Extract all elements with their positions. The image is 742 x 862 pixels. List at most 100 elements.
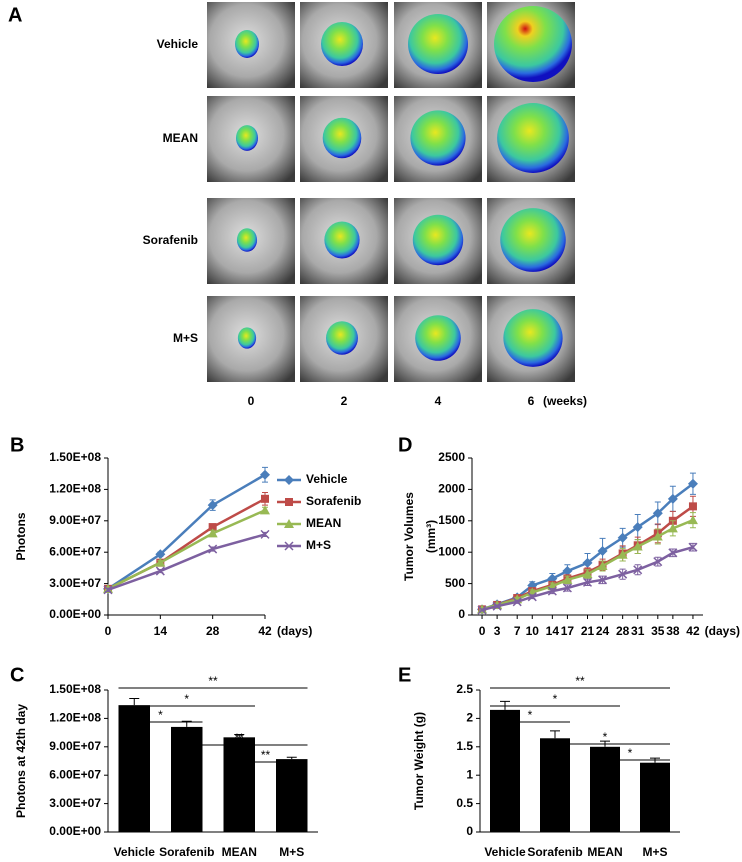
series-line xyxy=(107,497,266,590)
series-line xyxy=(107,533,266,592)
tumor-signal xyxy=(503,309,563,367)
significance-label: * xyxy=(603,730,608,744)
row-label: MEAN xyxy=(163,131,198,145)
significance-label: ** xyxy=(208,674,218,688)
column-label: 0 xyxy=(248,394,255,408)
significance-label: * xyxy=(553,692,558,706)
tumor-signal xyxy=(412,214,464,266)
x-tick-label: 14 xyxy=(154,624,168,638)
y-tick-label: 1.50E+08 xyxy=(49,450,101,464)
marker xyxy=(687,515,698,525)
marker xyxy=(284,519,294,528)
error-bar xyxy=(286,756,297,760)
x-axis-label: (days) xyxy=(277,624,312,638)
x-tick-label: 38 xyxy=(666,624,680,638)
row-label: Sorafenib xyxy=(143,233,198,247)
significance-label: * xyxy=(628,746,633,760)
significance-label: * xyxy=(184,692,189,706)
y-tick-label: 1.5 xyxy=(456,739,473,753)
x-tick-label: M+S xyxy=(279,845,304,859)
x-tick-label: 3 xyxy=(494,624,501,638)
y-tick-label: 9.00E+07 xyxy=(49,739,101,753)
marker xyxy=(477,605,487,615)
marker xyxy=(512,597,522,607)
marker xyxy=(652,508,663,519)
bar xyxy=(223,737,255,832)
marker xyxy=(103,585,113,595)
x-tick-label: 14 xyxy=(546,624,560,638)
x-tick-label: MEAN xyxy=(222,845,257,859)
marker xyxy=(562,583,572,593)
marker xyxy=(155,549,166,560)
panel-letter: E xyxy=(398,664,411,686)
tumor-signal xyxy=(235,125,259,151)
y-tick-label: 6.00E+07 xyxy=(49,544,101,558)
marker xyxy=(208,523,217,532)
x-tick-label: 21 xyxy=(581,624,595,638)
x-tick-label: 10 xyxy=(526,624,540,638)
bar xyxy=(490,709,520,832)
marker xyxy=(562,574,573,584)
y-axis-label: Tumor Volumes xyxy=(402,492,416,581)
marker xyxy=(260,529,270,539)
marker xyxy=(667,493,678,504)
bar xyxy=(590,746,620,832)
error-bar xyxy=(234,733,245,738)
y-tick-label: 1.20E+08 xyxy=(49,482,101,496)
panel-letter: C xyxy=(10,664,24,686)
significance-label: ** xyxy=(261,748,271,762)
y-tick-label: 3.00E+07 xyxy=(49,796,101,810)
error-bar xyxy=(129,698,140,706)
x-tick-label: 0 xyxy=(479,624,486,638)
tumor-signal xyxy=(321,22,363,66)
bar xyxy=(276,759,308,832)
marker xyxy=(688,542,698,552)
x-tick-label: 42 xyxy=(686,624,700,638)
y-tick-label: 1000 xyxy=(438,544,465,558)
tumor-signal xyxy=(324,221,360,259)
x-tick-label: Sorafenib xyxy=(159,845,214,859)
x-tick-label: 24 xyxy=(596,624,610,638)
marker xyxy=(261,494,269,503)
tumor-signal xyxy=(235,30,259,58)
tumor-signal xyxy=(322,117,362,159)
y-tick-label: 3.00E+07 xyxy=(49,576,101,590)
x-tick-label: 35 xyxy=(651,624,665,638)
y-tick-label: 0.00E+00 xyxy=(49,607,101,621)
marker xyxy=(155,557,166,567)
column-label: 4 xyxy=(435,394,442,408)
marker xyxy=(617,532,628,543)
x-axis-label: (days) xyxy=(705,624,740,638)
marker xyxy=(582,569,593,579)
legend-label: Sorafenib xyxy=(306,494,361,508)
row-label: M+S xyxy=(173,331,198,345)
x-tick-label: 7 xyxy=(514,624,521,638)
significance-label: ** xyxy=(575,674,585,688)
y-axis-label: Tumor Weight (g) xyxy=(412,712,426,810)
x-tick-label: Sorafenib xyxy=(527,845,582,859)
tumor-signal xyxy=(497,103,569,173)
x-tick-label: 42 xyxy=(258,624,272,638)
tumor-signal xyxy=(326,321,358,355)
y-tick-label: 0.5 xyxy=(456,796,473,810)
series-line xyxy=(107,509,266,590)
x-tick-label: 0 xyxy=(105,624,112,638)
tumor-signal xyxy=(237,327,257,349)
marker xyxy=(688,502,697,511)
marker xyxy=(632,541,643,551)
legend-label: M+S xyxy=(306,538,331,552)
bar xyxy=(171,726,203,832)
marker xyxy=(687,478,698,489)
significance-label: * xyxy=(528,708,533,722)
tumor-signal xyxy=(494,6,572,82)
tumor-signal xyxy=(408,14,468,74)
y-tick-label: 2000 xyxy=(438,482,465,496)
y-axis-label: Photons at 42th day xyxy=(14,704,28,818)
marker xyxy=(653,557,663,567)
x-tick-label: 17 xyxy=(561,624,575,638)
y-axis-unit: (mm³) xyxy=(424,520,438,553)
marker xyxy=(527,592,537,602)
marker xyxy=(597,561,608,571)
marker xyxy=(582,557,593,568)
